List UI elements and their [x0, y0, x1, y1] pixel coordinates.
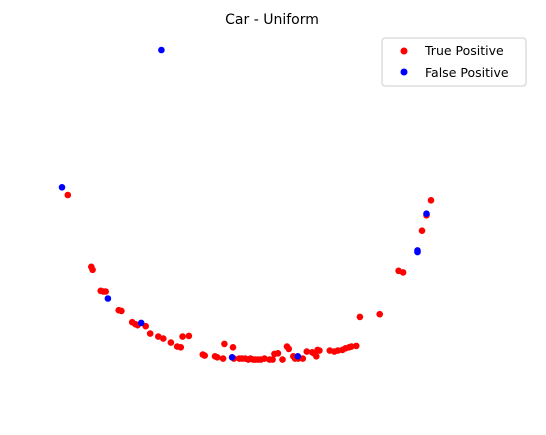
point-true-positive-13	[155, 333, 162, 340]
legend-box	[381, 37, 527, 87]
point-true-positive-15	[167, 339, 175, 346]
point-false-positive-0	[58, 184, 66, 191]
point-false-positive-3	[137, 319, 145, 327]
point-true-positive-17	[177, 344, 185, 351]
point-true-positive-19	[185, 332, 193, 340]
point-true-positive-54	[316, 347, 323, 354]
data-marks	[58, 46, 435, 363]
point-true-positive-48	[299, 355, 307, 362]
point-false-positive-4	[228, 354, 236, 361]
point-true-positive-21	[201, 352, 208, 359]
point-true-positive-61	[348, 343, 355, 350]
point-true-positive-7	[118, 307, 125, 315]
point-true-positive-69	[427, 197, 435, 204]
legend-label-false-positive: False Positive	[425, 65, 509, 80]
point-true-positive-67	[418, 227, 426, 234]
chart-title: Car - Uniform	[225, 12, 319, 28]
legend: True Positive False Positive	[381, 37, 527, 87]
point-false-positive-5	[294, 353, 302, 360]
point-true-positive-26	[229, 344, 237, 351]
point-true-positive-63	[356, 313, 364, 321]
point-false-positive-8	[423, 210, 430, 217]
point-true-positive-25	[221, 340, 228, 348]
point-true-positive-42	[279, 356, 286, 363]
point-true-positive-62	[353, 342, 360, 350]
point-true-positive-5	[102, 288, 109, 295]
point-false-positive-7	[414, 248, 421, 256]
point-false-positive-1	[158, 46, 165, 54]
point-true-positive-2	[89, 266, 96, 274]
legend-marker-true-positive	[400, 47, 408, 55]
point-true-positive-24	[219, 355, 227, 362]
point-true-positive-12	[146, 330, 154, 337]
point-true-positive-49	[303, 348, 311, 355]
point-true-positive-0	[64, 191, 72, 199]
point-true-positive-66	[399, 269, 407, 276]
point-false-positive-2	[104, 295, 112, 302]
point-true-positive-23	[214, 354, 221, 361]
point-true-positive-64	[376, 310, 384, 318]
point-true-positive-37	[261, 355, 268, 362]
point-true-positive-14	[160, 335, 167, 342]
legend-label-true-positive: True Positive	[424, 43, 504, 58]
point-true-positive-41	[274, 350, 282, 357]
point-true-positive-18	[179, 333, 186, 340]
legend-marker-false-positive	[400, 68, 408, 76]
point-true-positive-52	[313, 353, 320, 360]
point-true-positive-44	[285, 345, 293, 353]
point-true-positive-39	[269, 356, 276, 363]
